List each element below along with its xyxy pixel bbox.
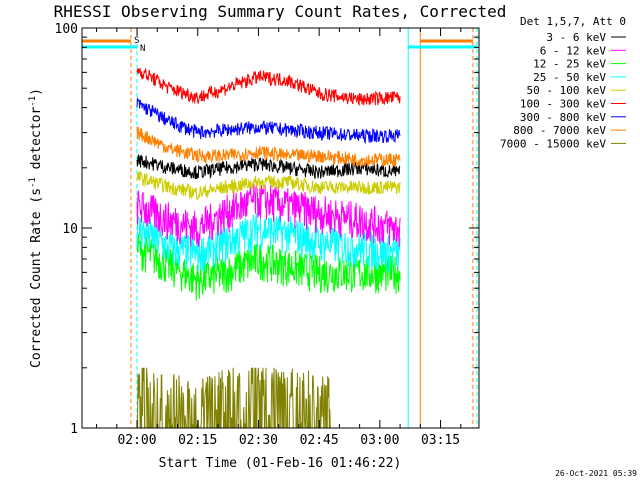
- x-tick-label: 03:00: [360, 433, 399, 448]
- series-line-3-6-kev: [136, 154, 401, 180]
- y-axis-label-main: Corrected Count Rate (s: [29, 188, 44, 368]
- series-line-300-800-kev: [136, 97, 401, 145]
- series-line-800-7000-kev: [136, 126, 401, 168]
- x-tick-label: 02:45: [300, 433, 339, 448]
- legend-label: 100 - 300 keV: [520, 98, 606, 111]
- legend-label: 25 - 50 keV: [533, 71, 606, 84]
- y-tick-label: 10: [62, 222, 78, 237]
- plot-frame: [81, 27, 480, 429]
- series-line-7000-15000-kev: [136, 367, 401, 429]
- y-tick-label: 100: [55, 22, 78, 37]
- x-tick-label: 02:00: [117, 433, 156, 448]
- y-axis-label: Corrected Count Rate (s-1 detector-1): [28, 88, 44, 368]
- series-line-6-12-kev: [136, 182, 401, 248]
- legend-label: 12 - 25 keV: [533, 58, 606, 71]
- series-line-25-50-kev: [136, 212, 401, 273]
- x-tick-label: 02:15: [178, 433, 217, 448]
- y-axis-label-mid: detector: [29, 107, 44, 178]
- footer-date: 26-Oct-2021 05:39: [555, 469, 637, 478]
- legend-label: 800 - 7000 keV: [513, 124, 606, 137]
- series-group: [136, 67, 401, 429]
- x-tick-label: 03:15: [421, 433, 460, 448]
- y-axis-label-sup2: -1: [28, 96, 38, 107]
- legend-label: 300 - 800 keV: [520, 111, 606, 124]
- tick-group: 02:00 02:15 02:30 02:45 03:00 03:15 1 10 100: [55, 22, 479, 448]
- marker-label-s: S: [134, 36, 139, 46]
- legend-label: 7000 - 15000 keV: [500, 137, 606, 150]
- chart-title: RHESSI Observing Summary Count Rates, Co…: [54, 2, 507, 21]
- x-tick-label: 02:30: [239, 433, 278, 448]
- x-axis-label: Start Time (01-Feb-16 01:46:22): [159, 456, 402, 471]
- legend-header: Det 1,5,7, Att 0: [520, 15, 626, 28]
- legend-label: 50 - 100 keV: [527, 84, 607, 97]
- series-line-100-300-kev: [136, 67, 401, 107]
- marker-label-n: N: [140, 44, 145, 54]
- y-tick-label: 1: [70, 422, 78, 437]
- y-axis-label-sup1: -1: [28, 177, 38, 188]
- series-line-50-100-kev: [136, 170, 401, 201]
- legend-label: 3 - 6 keV: [546, 31, 606, 44]
- legend-label: 6 - 12 keV: [540, 44, 607, 57]
- y-axis-label-end: ): [29, 88, 44, 96]
